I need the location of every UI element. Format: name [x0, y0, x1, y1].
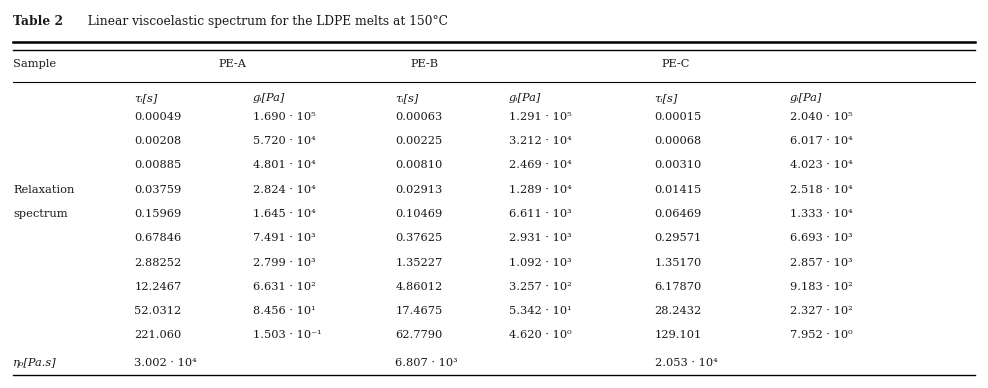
Text: 2.327 · 10²: 2.327 · 10² — [789, 306, 853, 316]
Text: 2.88252: 2.88252 — [134, 258, 182, 268]
Text: 0.37625: 0.37625 — [395, 233, 443, 243]
Text: 4.86012: 4.86012 — [395, 282, 443, 292]
Text: 3.002 · 10⁴: 3.002 · 10⁴ — [134, 358, 197, 368]
Text: spectrum: spectrum — [13, 209, 68, 219]
Text: PE-B: PE-B — [410, 59, 439, 69]
Text: PE-C: PE-C — [662, 59, 690, 69]
Text: 9.183 · 10²: 9.183 · 10² — [789, 282, 853, 292]
Text: 5.342 · 10¹: 5.342 · 10¹ — [509, 306, 571, 316]
Text: τᵢ[s]: τᵢ[s] — [655, 94, 678, 104]
Text: 1.35170: 1.35170 — [655, 258, 701, 268]
Text: 0.00208: 0.00208 — [134, 136, 182, 146]
Text: 2.518 · 10⁴: 2.518 · 10⁴ — [789, 185, 853, 195]
Text: 6.807 · 10³: 6.807 · 10³ — [395, 358, 458, 368]
Text: Sample: Sample — [13, 59, 56, 69]
Text: 62.7790: 62.7790 — [395, 330, 443, 340]
Text: 0.00225: 0.00225 — [395, 136, 443, 146]
Text: 4.023 · 10⁴: 4.023 · 10⁴ — [789, 161, 853, 170]
Text: 0.06469: 0.06469 — [655, 209, 701, 219]
Text: 7.952 · 10⁰: 7.952 · 10⁰ — [789, 330, 853, 340]
Text: 6.631 · 10²: 6.631 · 10² — [253, 282, 315, 292]
Text: 1.645 · 10⁴: 1.645 · 10⁴ — [253, 209, 315, 219]
Text: 2.824 · 10⁴: 2.824 · 10⁴ — [253, 185, 315, 195]
Text: 0.00310: 0.00310 — [655, 161, 701, 170]
Text: 0.03759: 0.03759 — [134, 185, 182, 195]
Text: 52.0312: 52.0312 — [134, 306, 182, 316]
Text: 8.456 · 10¹: 8.456 · 10¹ — [253, 306, 315, 316]
Text: 17.4675: 17.4675 — [395, 306, 443, 316]
Text: 5.720 · 10⁴: 5.720 · 10⁴ — [253, 136, 315, 146]
Text: 129.101: 129.101 — [655, 330, 701, 340]
Text: 7.491 · 10³: 7.491 · 10³ — [253, 233, 315, 243]
Text: 2.931 · 10³: 2.931 · 10³ — [509, 233, 571, 243]
Text: 28.2432: 28.2432 — [655, 306, 701, 316]
Text: 0.02913: 0.02913 — [395, 185, 443, 195]
Text: 1.291 · 10⁵: 1.291 · 10⁵ — [509, 112, 571, 122]
Text: 2.857 · 10³: 2.857 · 10³ — [789, 258, 853, 268]
Text: 0.00015: 0.00015 — [655, 112, 701, 122]
Text: Table 2: Table 2 — [13, 15, 63, 28]
Text: 6.17870: 6.17870 — [655, 282, 701, 292]
Text: 1.35227: 1.35227 — [395, 258, 443, 268]
Text: 1.092 · 10³: 1.092 · 10³ — [509, 258, 571, 268]
Text: τᵢ[s]: τᵢ[s] — [395, 94, 419, 104]
Text: 4.620 · 10⁰: 4.620 · 10⁰ — [509, 330, 571, 340]
Text: 0.00810: 0.00810 — [395, 161, 443, 170]
Text: 6.611 · 10³: 6.611 · 10³ — [509, 209, 571, 219]
Text: gᵢ[Pa]: gᵢ[Pa] — [253, 94, 285, 104]
Text: 0.67846: 0.67846 — [134, 233, 182, 243]
Text: 0.10469: 0.10469 — [395, 209, 443, 219]
Text: 221.060: 221.060 — [134, 330, 182, 340]
Text: 4.801 · 10⁴: 4.801 · 10⁴ — [253, 161, 315, 170]
Text: η₀[Pa.s]: η₀[Pa.s] — [13, 358, 57, 368]
Text: 2.469 · 10⁴: 2.469 · 10⁴ — [509, 161, 571, 170]
Text: Linear viscoelastic spectrum for the LDPE melts at 150°C: Linear viscoelastic spectrum for the LDP… — [80, 15, 449, 28]
Text: Relaxation: Relaxation — [13, 185, 74, 195]
Text: 0.15969: 0.15969 — [134, 209, 182, 219]
Text: 1.333 · 10⁴: 1.333 · 10⁴ — [789, 209, 853, 219]
Text: 1.503 · 10⁻¹: 1.503 · 10⁻¹ — [253, 330, 321, 340]
Text: PE-A: PE-A — [218, 59, 246, 69]
Text: 6.017 · 10⁴: 6.017 · 10⁴ — [789, 136, 853, 146]
Text: gᵢ[Pa]: gᵢ[Pa] — [789, 94, 822, 104]
Text: 3.212 · 10⁴: 3.212 · 10⁴ — [509, 136, 571, 146]
Text: 1.289 · 10⁴: 1.289 · 10⁴ — [509, 185, 571, 195]
Text: 0.00068: 0.00068 — [655, 136, 701, 146]
Text: τᵢ[s]: τᵢ[s] — [134, 94, 158, 104]
Text: 0.01415: 0.01415 — [655, 185, 701, 195]
Text: 2.053 · 10⁴: 2.053 · 10⁴ — [655, 358, 717, 368]
Text: 0.00049: 0.00049 — [134, 112, 182, 122]
Text: gᵢ[Pa]: gᵢ[Pa] — [509, 94, 541, 104]
Text: 6.693 · 10³: 6.693 · 10³ — [789, 233, 853, 243]
Text: 0.29571: 0.29571 — [655, 233, 701, 243]
Text: 3.257 · 10²: 3.257 · 10² — [509, 282, 571, 292]
Text: 2.799 · 10³: 2.799 · 10³ — [253, 258, 315, 268]
Text: 2.040 · 10⁵: 2.040 · 10⁵ — [789, 112, 853, 122]
Text: 0.00063: 0.00063 — [395, 112, 443, 122]
Text: 1.690 · 10⁵: 1.690 · 10⁵ — [253, 112, 315, 122]
Text: 12.2467: 12.2467 — [134, 282, 182, 292]
Text: 0.00885: 0.00885 — [134, 161, 182, 170]
